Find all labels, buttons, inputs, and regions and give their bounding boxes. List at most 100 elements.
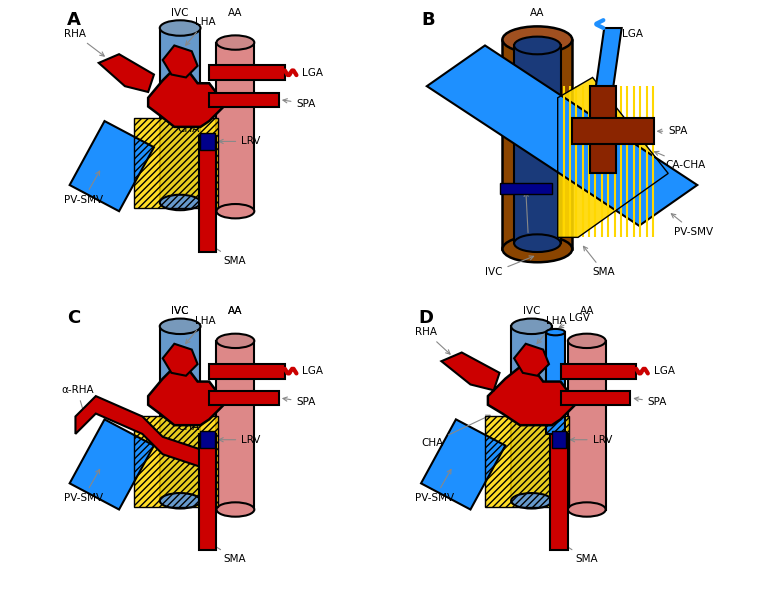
Polygon shape [442, 352, 500, 390]
Text: LGA: LGA [287, 366, 323, 376]
Bar [503, 39, 572, 249]
Bar [511, 327, 552, 501]
Text: SMA: SMA [584, 246, 615, 277]
Text: LRV: LRV [519, 192, 539, 248]
Text: CA-CHA: CA-CHA [655, 151, 705, 170]
Text: LRV: LRV [219, 136, 261, 147]
Bar [216, 42, 254, 211]
Text: IVC: IVC [171, 306, 189, 316]
Text: LGA: LGA [287, 68, 323, 78]
Ellipse shape [503, 236, 572, 263]
Bar [200, 431, 215, 448]
Polygon shape [134, 416, 218, 507]
Text: LGA: LGA [639, 366, 675, 376]
Bar [209, 364, 285, 379]
Text: CHA: CHA [421, 415, 490, 448]
Text: SMA: SMA [211, 544, 246, 564]
Polygon shape [148, 367, 224, 425]
Polygon shape [163, 344, 198, 376]
Ellipse shape [160, 493, 200, 508]
Polygon shape [421, 419, 505, 509]
Text: SPA: SPA [283, 397, 316, 407]
Polygon shape [427, 45, 698, 225]
Text: LRV: LRV [571, 435, 612, 445]
Bar [552, 431, 566, 448]
Text: IVC: IVC [523, 306, 540, 316]
Polygon shape [70, 121, 154, 211]
Bar [160, 28, 200, 203]
Text: IVC: IVC [171, 306, 189, 316]
Bar [500, 183, 552, 194]
Text: SMA: SMA [211, 245, 246, 266]
Polygon shape [70, 419, 154, 509]
Polygon shape [485, 416, 569, 507]
Text: RHA: RHA [415, 327, 450, 354]
Text: C: C [66, 309, 80, 327]
Bar [561, 364, 636, 379]
Text: B: B [421, 11, 435, 29]
Text: PV-SMV: PV-SMV [64, 469, 103, 503]
Bar [590, 86, 616, 173]
Text: SPA: SPA [634, 397, 667, 407]
Bar [209, 93, 279, 106]
Ellipse shape [216, 334, 254, 348]
Text: CHA: CHA [178, 400, 200, 432]
Bar [514, 45, 561, 243]
Bar [546, 332, 565, 434]
Ellipse shape [216, 502, 254, 517]
Ellipse shape [568, 334, 606, 348]
Polygon shape [514, 344, 549, 376]
Text: AA: AA [228, 8, 243, 18]
Polygon shape [558, 78, 668, 237]
Text: AA: AA [228, 306, 243, 316]
Text: SPA: SPA [658, 126, 688, 136]
Text: CHA: CHA [178, 102, 200, 134]
Bar [572, 118, 654, 144]
Text: LGA: LGA [613, 29, 643, 46]
Text: AA: AA [580, 306, 594, 316]
Text: A: A [66, 11, 81, 29]
Bar [199, 434, 216, 550]
Ellipse shape [160, 195, 200, 210]
Bar [550, 434, 568, 550]
Ellipse shape [568, 502, 606, 517]
Text: AA: AA [228, 306, 243, 316]
Text: LHA: LHA [537, 316, 567, 344]
Ellipse shape [546, 329, 565, 335]
Bar [209, 391, 279, 405]
Bar [568, 341, 606, 509]
Polygon shape [99, 54, 154, 92]
Ellipse shape [511, 319, 552, 334]
Text: LRV: LRV [219, 435, 261, 445]
Ellipse shape [511, 493, 552, 508]
Ellipse shape [216, 204, 254, 218]
Polygon shape [134, 118, 218, 208]
Polygon shape [76, 396, 215, 472]
Text: LGV: LGV [559, 313, 591, 328]
Text: PV-SMV: PV-SMV [672, 213, 713, 237]
Bar [209, 65, 285, 80]
Bar [561, 391, 630, 405]
Polygon shape [148, 69, 224, 127]
Text: LHA: LHA [186, 316, 215, 344]
Text: PV-SMV: PV-SMV [64, 171, 103, 205]
Ellipse shape [503, 26, 572, 53]
Bar [216, 341, 254, 509]
Text: IVC: IVC [485, 256, 533, 277]
Ellipse shape [514, 234, 561, 252]
Text: D: D [418, 309, 433, 327]
Text: PV-SMV: PV-SMV [415, 469, 455, 503]
Text: LHA: LHA [186, 17, 215, 45]
Bar [200, 133, 215, 150]
Polygon shape [163, 45, 198, 78]
Text: SPA: SPA [283, 99, 316, 109]
Polygon shape [595, 28, 622, 89]
Text: α-RHA: α-RHA [61, 385, 93, 420]
Bar [160, 327, 200, 501]
Ellipse shape [160, 20, 200, 36]
Ellipse shape [514, 36, 561, 54]
Ellipse shape [216, 35, 254, 50]
Text: SMA: SMA [562, 544, 597, 564]
Polygon shape [488, 367, 575, 425]
Text: RHA: RHA [64, 29, 104, 56]
